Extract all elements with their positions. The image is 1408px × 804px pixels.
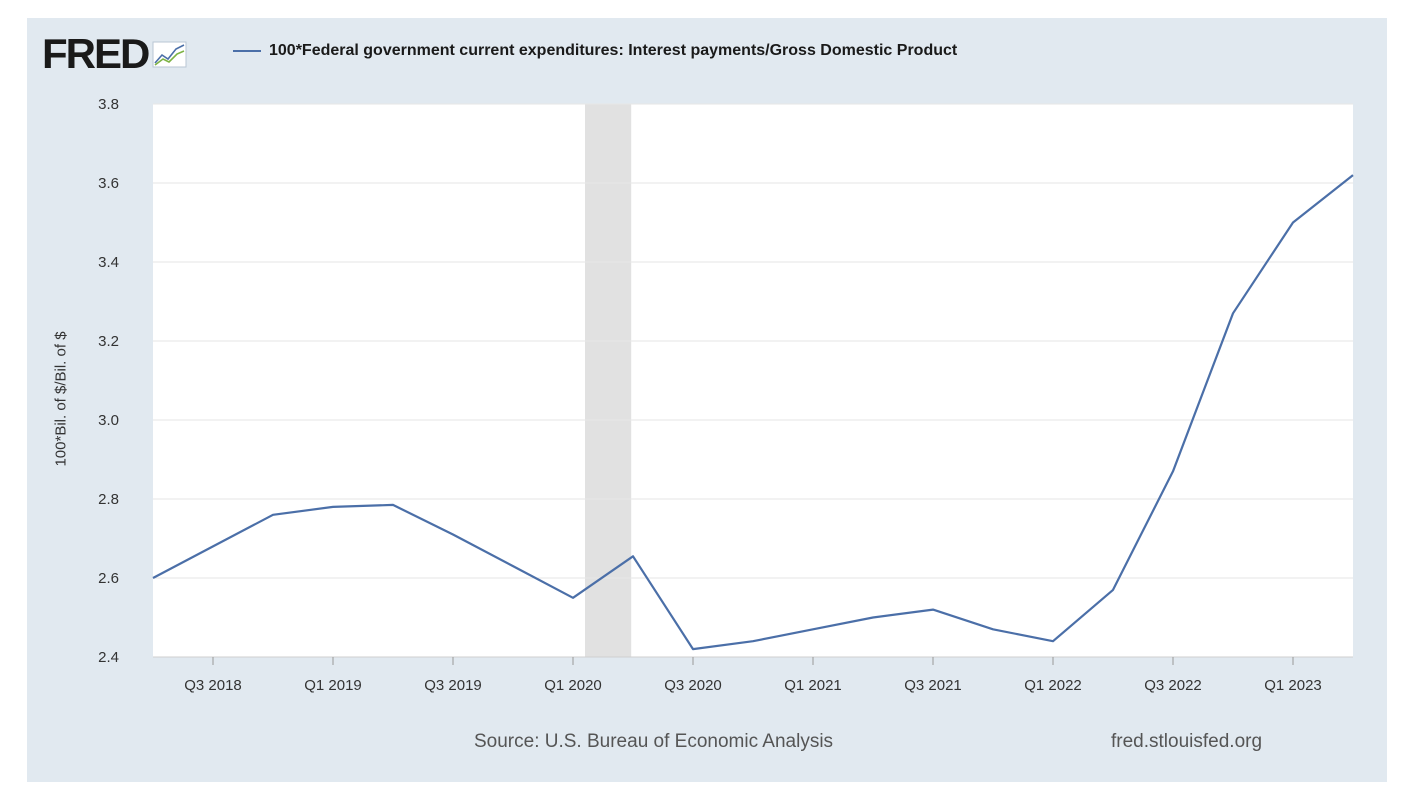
x-tick-label: Q1 2023 [1264, 677, 1322, 694]
chart: 2.42.62.83.03.23.43.63.8 Q3 2018 Q1 2019 Q… [98, 96, 1354, 694]
x-tick-label: Q3 2022 [1144, 677, 1202, 694]
x-tick-label: Q1 2022 [1024, 677, 1082, 694]
series-line [152, 174, 1354, 651]
recession-shading [585, 104, 632, 657]
x-tick-label: Q1 2021 [784, 677, 842, 694]
chart-panel: 2.4 2.6 2.8 3.0 3.2 3.4 3.6 3.8 Q3 2018 Q1 2019 Q… [27, 18, 1387, 782]
y-tick-label: 3.6 [98, 175, 119, 192]
y-tick-label: 3.2 [98, 333, 119, 350]
x-tick-label: Q1 2020 [544, 677, 602, 694]
source-note: Source: U.S. Bureau of Economic Analysis [474, 731, 834, 752]
x-tick-label: Q1 2019 [304, 677, 362, 694]
legend: 100*Federal government current expenditu… [233, 42, 957, 60]
line-graph-icon [152, 41, 187, 68]
y-axis: 2.4 2.6 2.8 3.0 3.2 3.4 3.6 3.8 [98, 96, 119, 666]
fred-logo-text: FRED [42, 30, 150, 77]
y-tick-label: 3.4 [98, 254, 119, 271]
legend-swatch [233, 50, 261, 52]
fred-logo[interactable]: FRED [42, 33, 188, 75]
x-tick-label: Q3 2021 [904, 677, 962, 694]
gridlines [153, 103, 1353, 579]
x-axis: Q3 2018 Q1 2019 Q3 2019 Q1 2020 Q3 2020 Q1 20… [153, 656, 1353, 694]
y-tick-label: 2.6 [98, 570, 119, 587]
x-tick-label: Q3 2020 [664, 677, 722, 694]
site-link[interactable]: fred.stlouisfed.org [1111, 731, 1263, 752]
x-tick-label: Q3 2019 [424, 677, 482, 694]
plot-area [153, 104, 1353, 657]
x-tick-label: Q3 2018 [184, 677, 242, 694]
y-tick-label: 2.8 [98, 491, 119, 508]
y-tick-label: 3.8 [98, 96, 119, 113]
y-tick-label: 2.4 [98, 649, 119, 666]
y-tick-label: 3.0 [98, 412, 119, 429]
legend-label: 100*Federal government current expenditu… [269, 42, 958, 59]
y-axis-label: 100*Bil. of $/Bil. of $ [52, 331, 70, 467]
